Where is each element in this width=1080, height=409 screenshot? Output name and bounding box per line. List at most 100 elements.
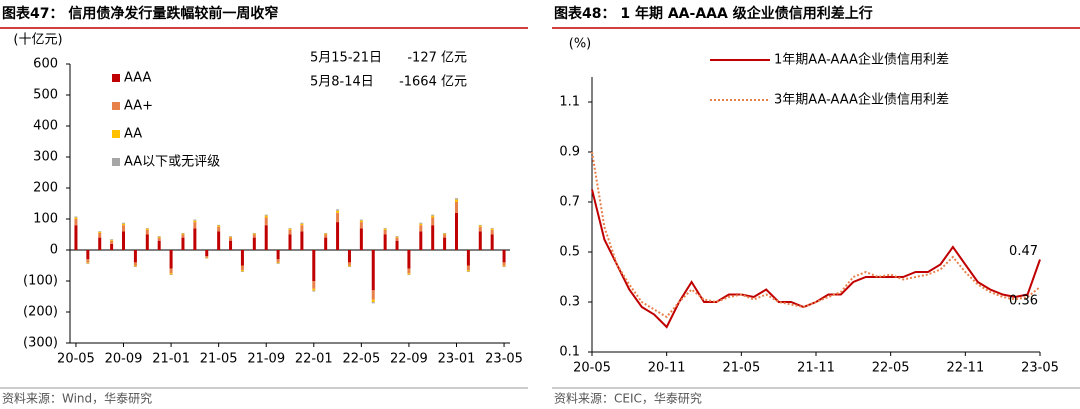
bar — [229, 236, 233, 237]
bar — [205, 257, 209, 259]
bar — [110, 239, 114, 240]
y-tick-label: 0.1 — [559, 345, 580, 360]
bar — [466, 270, 470, 272]
bar — [312, 250, 316, 281]
bar — [371, 299, 375, 303]
bar — [383, 227, 387, 229]
bar — [312, 281, 316, 289]
bar — [478, 231, 482, 250]
bar — [157, 236, 161, 238]
bar — [193, 222, 197, 229]
annotation: 5月8-14日 — [310, 75, 374, 90]
bar — [300, 222, 304, 224]
y-axis-label: (十亿元) — [13, 33, 62, 48]
bar — [181, 237, 185, 250]
bar — [86, 262, 90, 264]
bar — [371, 290, 375, 300]
y-tick-label: 200 — [33, 181, 58, 196]
bar — [264, 217, 268, 226]
bar — [383, 234, 387, 250]
x-tick-label: 22-09 — [390, 352, 428, 367]
bar — [359, 219, 363, 221]
bar — [169, 268, 173, 274]
x-tick-label: 21-05 — [200, 352, 238, 367]
bar — [193, 220, 197, 223]
annotation: 5月15-21日 — [310, 51, 382, 66]
y-tick-label: 0.3 — [559, 295, 580, 310]
bar — [98, 232, 102, 238]
bar — [169, 274, 173, 276]
bar — [383, 229, 387, 235]
bar — [466, 250, 470, 266]
bar — [86, 263, 90, 264]
y-tick-label: 400 — [33, 119, 58, 134]
data-label: 0.36 — [1009, 294, 1038, 309]
bar — [74, 219, 78, 226]
y-tick-label: 0 — [50, 243, 58, 258]
bar — [359, 220, 363, 223]
bar — [229, 236, 233, 238]
bar — [395, 240, 399, 250]
legend-label: 3年期AA-AAA企业债信用利差 — [774, 92, 949, 108]
bar — [419, 223, 423, 226]
bar — [490, 229, 494, 235]
x-tick-label: 21-11 — [797, 361, 835, 376]
bar — [502, 250, 506, 263]
bar — [300, 225, 304, 232]
bar — [86, 250, 90, 260]
bar — [217, 231, 221, 250]
bar — [252, 237, 256, 250]
bar — [502, 265, 506, 267]
bar — [98, 237, 102, 250]
bar — [300, 223, 304, 226]
bar — [133, 262, 137, 266]
bar — [336, 210, 340, 213]
bar — [347, 266, 351, 268]
bar — [264, 215, 268, 218]
bar — [240, 250, 244, 266]
bar — [454, 198, 458, 200]
annotation: -1664 亿元 — [399, 75, 467, 90]
bar — [252, 232, 256, 234]
y-tick-label: (300) — [23, 336, 58, 351]
bar — [336, 222, 340, 250]
y-tick-label: (100) — [23, 274, 58, 289]
bar — [454, 212, 458, 250]
line-series — [591, 189, 1041, 329]
bar — [359, 228, 363, 250]
x-tick-label: 20-05 — [573, 361, 611, 376]
bar — [490, 227, 494, 229]
bar — [98, 231, 102, 232]
bar — [312, 290, 316, 292]
chart-title: 图表48： 1 年期 AA-AAA 级企业债信用利差上行 — [554, 5, 873, 22]
x-tick-label: 21-01 — [152, 352, 190, 367]
bar — [490, 228, 494, 230]
y-tick-label: 100 — [33, 212, 58, 227]
annotation: -127 亿元 — [407, 51, 467, 66]
bar — [478, 226, 482, 232]
x-tick-label: 22-05 — [872, 361, 910, 376]
chart-title: 图表47： 信用债净发行量跌幅较前一周收窄 — [2, 5, 278, 22]
bar — [74, 225, 78, 250]
bar — [110, 239, 114, 241]
bar — [502, 266, 506, 268]
legend-label: AA — [124, 127, 142, 142]
bar — [419, 231, 423, 250]
bar — [431, 217, 435, 226]
bar — [240, 271, 244, 273]
bar — [252, 233, 256, 235]
bar — [193, 228, 197, 250]
bar — [431, 215, 435, 218]
bar — [443, 237, 447, 250]
bar — [229, 240, 233, 250]
bar — [110, 243, 114, 250]
bar — [288, 229, 292, 235]
bar — [300, 231, 304, 250]
bar — [490, 234, 494, 250]
bar — [336, 212, 340, 223]
bar — [122, 225, 126, 232]
bar — [122, 223, 126, 226]
bar — [347, 265, 351, 267]
y-tick-label: 500 — [33, 88, 58, 103]
bar — [181, 232, 185, 234]
